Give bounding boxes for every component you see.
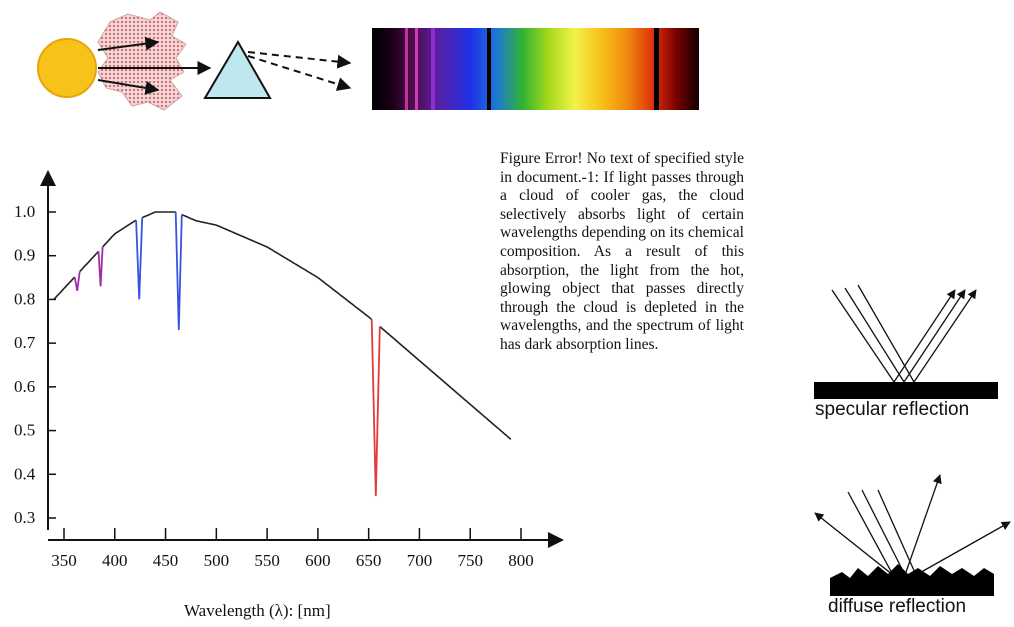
x-tick-label: 600 — [305, 551, 331, 570]
x-axis-label: Wavelength (λ): [nm] — [184, 601, 331, 620]
x-tick-label: 800 — [508, 551, 534, 570]
x-tick-label: 450 — [153, 551, 179, 570]
absorption-spectrum-bar — [372, 28, 699, 110]
light-source-illustration — [37, 11, 352, 111]
x-tick-label: 650 — [356, 551, 382, 570]
y-tick-label: 0.4 — [14, 464, 36, 483]
y-tick-label: 0.5 — [14, 421, 35, 440]
dispersed-ray-upper — [247, 51, 352, 69]
absorption-line — [370, 319, 381, 497]
y-tick-label: 1.0 — [14, 202, 35, 221]
light-ray-upper — [97, 36, 160, 51]
diffuse-reflection-label: diffuse reflection — [828, 596, 967, 617]
absorption-line — [174, 211, 183, 331]
y-tick-label: 0.9 — [14, 246, 35, 265]
y-tick-label: 0.6 — [14, 377, 35, 396]
gas-cloud-icon — [97, 11, 187, 111]
x-tick-label: 550 — [254, 551, 280, 570]
chart-ticks: 350 400 450 500 550 600 650 700 750 800 1.0 0.9 0.8 0… — [14, 202, 534, 570]
chart-axes — [40, 170, 564, 548]
specular-reflection-label: specular reflection — [815, 399, 970, 420]
dispersed-ray-lower — [247, 55, 352, 91]
continuum-curve — [53, 211, 512, 440]
chart-plot-area — [53, 210, 512, 497]
smooth-surface — [814, 382, 998, 399]
absorption-line — [97, 246, 104, 287]
figure-caption: Figure Error! No text of specified style… — [500, 150, 744, 353]
x-tick-label: 350 — [51, 551, 77, 570]
sun-icon — [37, 38, 97, 98]
y-tick-label: 0.3 — [14, 508, 35, 527]
rough-surface — [830, 564, 994, 596]
y-tick-label: 0.7 — [14, 333, 36, 352]
x-tick-label: 400 — [102, 551, 128, 570]
y-tick-label: 0.8 — [14, 289, 35, 308]
x-tick-label: 700 — [407, 551, 433, 570]
absorption-line — [135, 217, 144, 300]
light-ray-lower — [97, 79, 160, 95]
diffuse-reflection-illustration — [814, 474, 1011, 596]
prism-icon — [203, 40, 272, 99]
x-tick-label: 750 — [457, 551, 483, 570]
specular-reflection-illustration — [814, 284, 998, 399]
x-tick-label: 500 — [204, 551, 230, 570]
absorption-line — [73, 271, 81, 291]
